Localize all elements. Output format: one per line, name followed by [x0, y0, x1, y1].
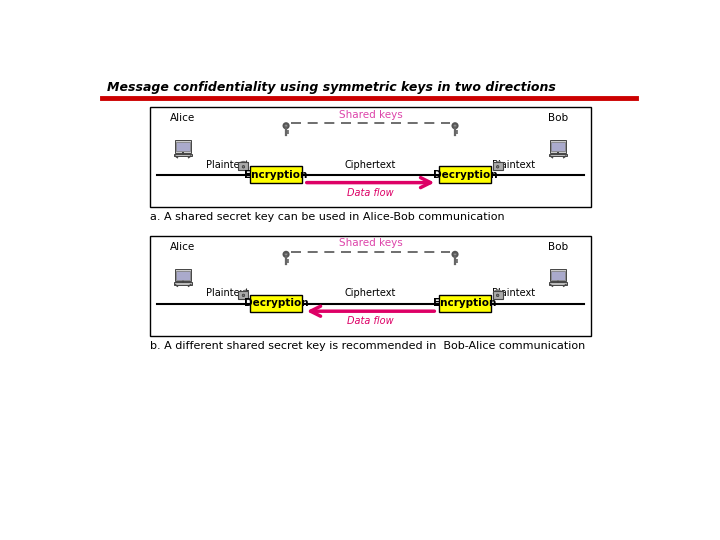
Text: Ciphertext: Ciphertext [345, 288, 396, 299]
Text: Decryption: Decryption [433, 170, 498, 180]
Text: Alice: Alice [171, 241, 196, 252]
Circle shape [454, 253, 456, 255]
Text: Bob: Bob [548, 113, 568, 123]
Bar [150, 107, 590, 207]
Text: Plaintext: Plaintext [492, 160, 535, 170]
Text: Plaintext: Plaintext [207, 160, 250, 170]
Text: Encryption: Encryption [244, 170, 307, 180]
Text: b. A different shared secret key is recommended in  Bob-Alice communication: b. A different shared secret key is reco… [150, 341, 585, 351]
Bar [438, 295, 492, 312]
Text: Decryption: Decryption [243, 299, 308, 308]
Text: Data flow: Data flow [347, 187, 394, 198]
Bar [238, 291, 248, 299]
Bar [175, 269, 192, 281]
Circle shape [496, 294, 499, 296]
Text: Plaintext: Plaintext [492, 288, 535, 299]
Circle shape [496, 166, 499, 168]
Bar [438, 166, 492, 184]
Text: Shared keys: Shared keys [338, 239, 402, 248]
Text: Shared keys: Shared keys [338, 110, 402, 120]
Bar [250, 295, 302, 312]
Bar [175, 140, 192, 153]
Circle shape [284, 123, 289, 128]
Circle shape [285, 125, 287, 127]
Bar [176, 271, 189, 280]
Text: Plaintext: Plaintext [207, 288, 250, 299]
Bar [174, 282, 192, 285]
Text: Ciphertext: Ciphertext [345, 160, 396, 170]
Bar [552, 142, 564, 151]
Circle shape [452, 123, 457, 128]
Bar [174, 154, 192, 156]
Text: Encryption: Encryption [433, 299, 497, 308]
Text: Data flow: Data flow [347, 316, 394, 326]
Bar [176, 142, 189, 151]
Text: Alice: Alice [171, 113, 196, 123]
Bar [550, 140, 567, 153]
Circle shape [284, 252, 289, 257]
Bar [238, 163, 248, 170]
Text: a. A shared secret key can be used in Alice-Bob communication: a. A shared secret key can be used in Al… [150, 212, 505, 222]
Circle shape [452, 252, 457, 257]
Bar [250, 166, 302, 184]
Circle shape [242, 166, 245, 168]
Text: Bob: Bob [548, 241, 568, 252]
Text: Message confidentiality using symmetric keys in two directions: Message confidentiality using symmetric … [107, 82, 556, 94]
Bar [492, 291, 503, 299]
Bar [492, 163, 503, 170]
Circle shape [285, 253, 287, 255]
Bar [552, 271, 564, 280]
Bar [550, 269, 567, 281]
Circle shape [454, 125, 456, 127]
Bar [150, 236, 590, 336]
Bar [549, 282, 567, 285]
Circle shape [242, 294, 245, 296]
Bar [549, 154, 567, 156]
